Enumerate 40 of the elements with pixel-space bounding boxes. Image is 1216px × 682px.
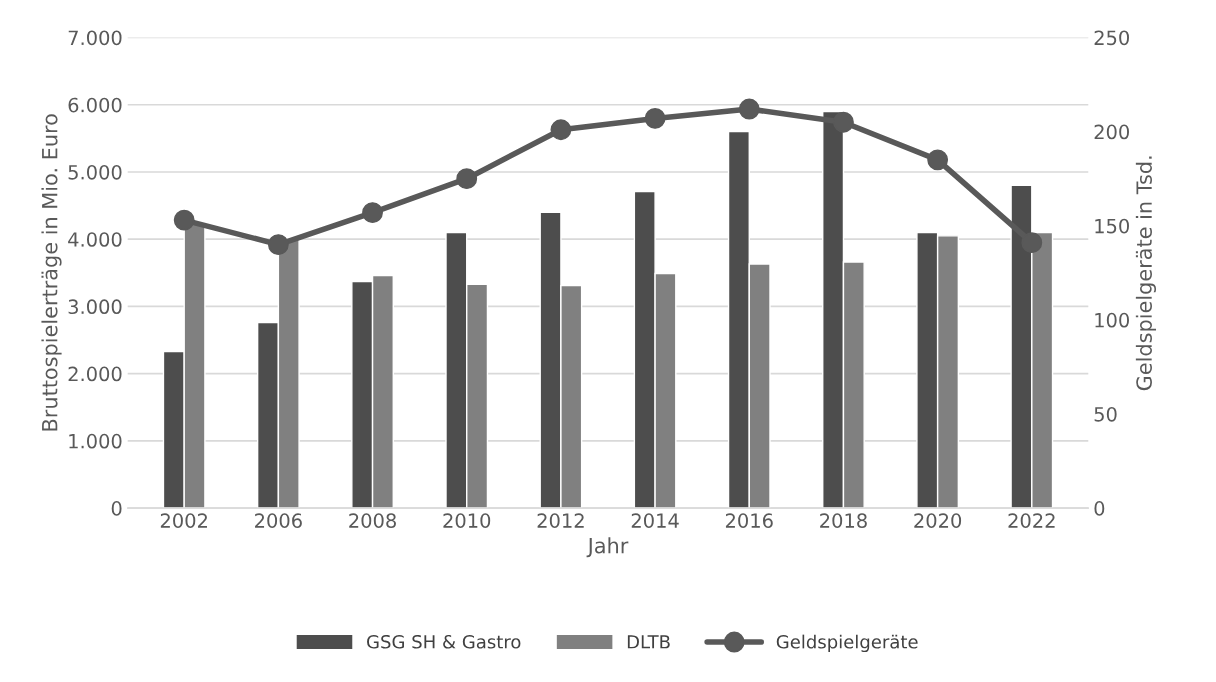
y2-tick-label: 150: [1095, 218, 1129, 234]
y-axis-title: Bruttospielerträge in Mio. Euro: [41, 114, 62, 431]
legend-label: GSG SH & Gastro: [367, 634, 521, 649]
y-tick-label: 6.000: [68, 97, 122, 113]
x-axis-title: Jahr: [586, 537, 629, 558]
x-tick-label: 2002: [160, 513, 207, 528]
x-tick-label: 2020: [914, 513, 962, 528]
x-tick-label: 2022: [1008, 513, 1055, 528]
legend-label: Geldspielgeräte: [776, 634, 918, 653]
y-tick-label: 4.000: [68, 232, 122, 247]
x-tick-label: 2012: [537, 513, 584, 528]
y-tick-label: 2.000: [68, 366, 122, 382]
point: [362, 202, 383, 223]
y2-tick-label: 250: [1094, 30, 1129, 46]
point: [644, 108, 666, 129]
point: [833, 111, 854, 133]
y2-tick-label: 0: [1094, 501, 1105, 516]
x-tick-label: 2006: [255, 513, 302, 528]
point: [738, 98, 760, 120]
x-tick-label: 2014: [631, 513, 679, 528]
y2-axis-title: Geldspielgeräte in Tsd.: [1135, 156, 1157, 391]
y-tick-label: 3.000: [68, 299, 122, 315]
y-tick-label: 7.000: [68, 30, 122, 46]
y-tick-label: 5.000: [68, 164, 122, 180]
x-tick-label: 2008: [349, 513, 396, 528]
y-tick-label: 1.000: [69, 433, 122, 449]
point: [456, 168, 478, 190]
y-tick-label: 0: [111, 501, 122, 516]
y2-tick-label: 200: [1094, 124, 1129, 140]
y2-tick-label: 50: [1094, 406, 1117, 422]
x-tick-label: 2010: [443, 513, 491, 528]
legend-label: DLTB: [627, 635, 670, 649]
x-tick-label: 2016: [725, 513, 773, 528]
point: [550, 119, 572, 141]
point: [1021, 232, 1043, 254]
y2-tick-label: 100: [1095, 312, 1129, 328]
x-tick-label: 2018: [820, 513, 867, 528]
point: [927, 149, 949, 171]
point: [173, 209, 195, 231]
point: [267, 234, 289, 255]
